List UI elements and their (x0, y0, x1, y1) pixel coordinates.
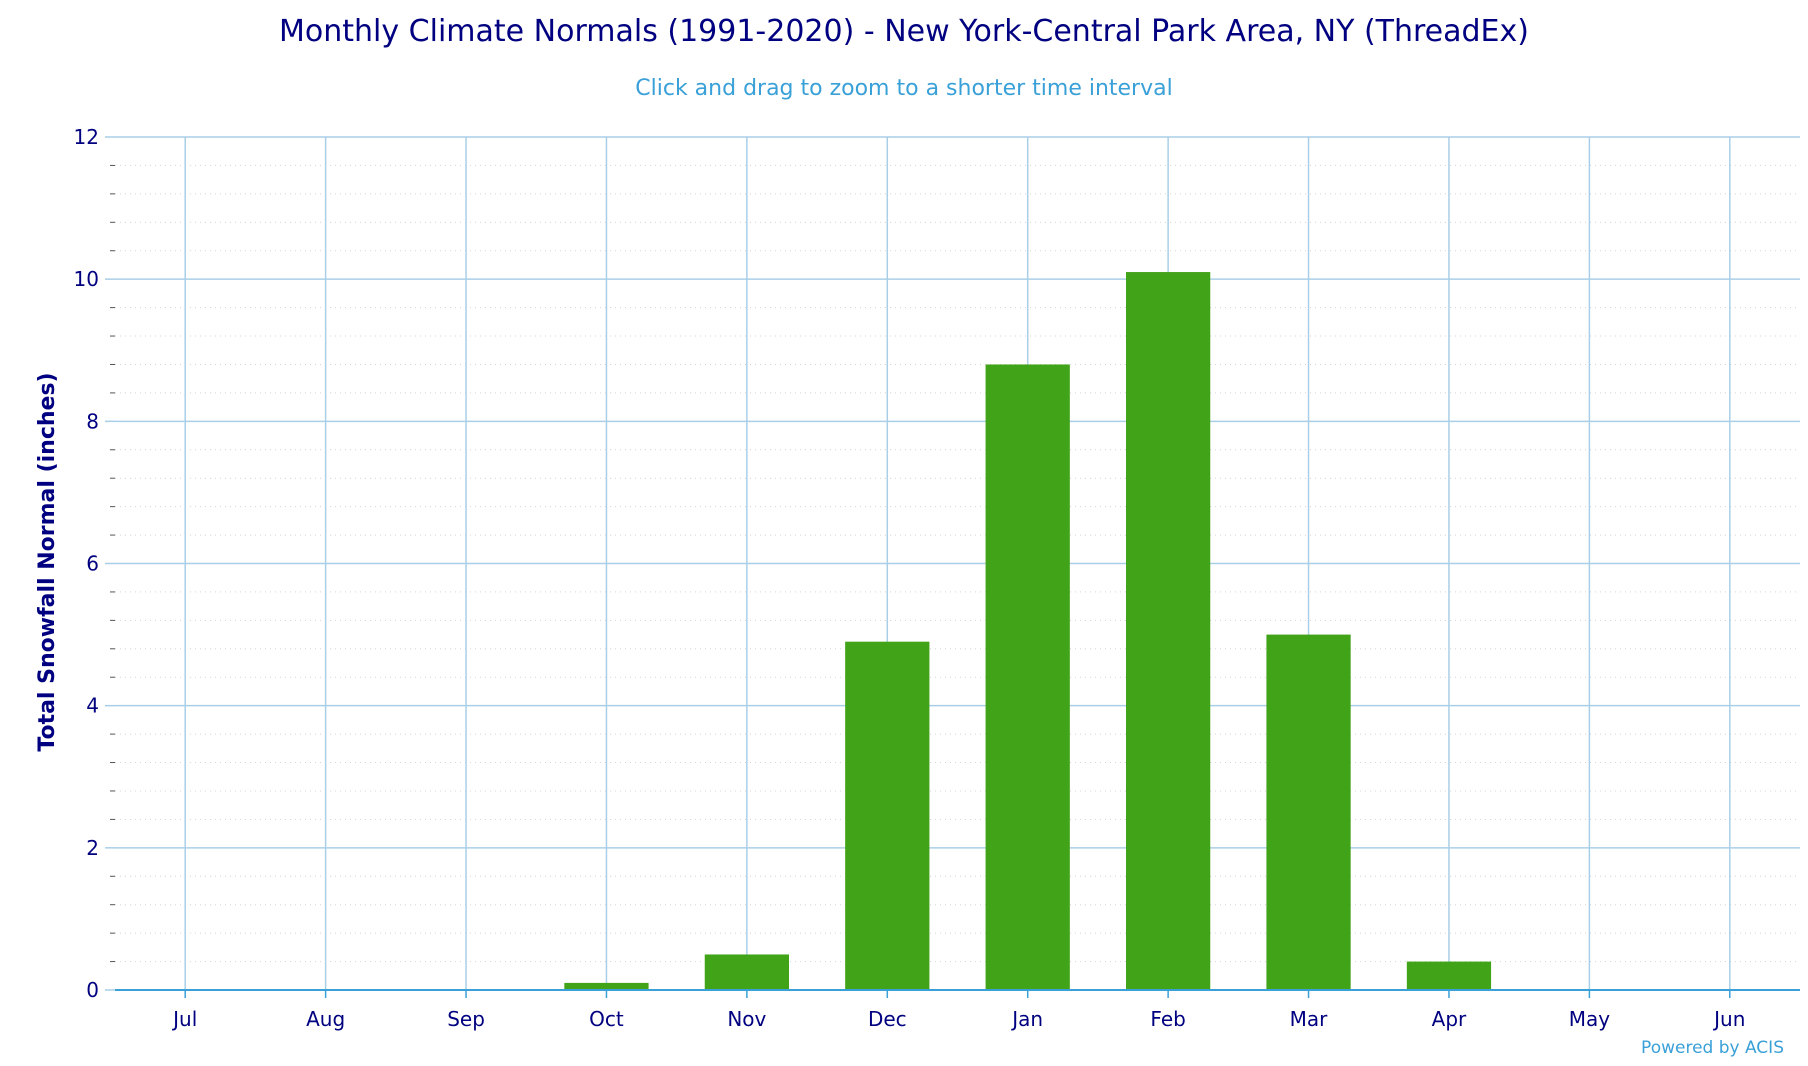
bar-apr[interactable] (1406, 961, 1492, 990)
x-tick-label: Jul (171, 1007, 197, 1031)
y-tick-label: 2 (86, 836, 99, 860)
bar-mar[interactable] (1266, 634, 1351, 990)
y-tick-label: 8 (86, 409, 99, 433)
bar-nov[interactable] (704, 954, 789, 990)
y-tick-label: 10 (74, 267, 99, 291)
grid (115, 136, 1800, 990)
x-tick-label: Jun (1712, 1007, 1745, 1031)
bars (564, 272, 1492, 990)
x-tick-label: Aug (306, 1007, 345, 1031)
chart-subtitle: Click and drag to zoom to a shorter time… (635, 76, 1173, 101)
bar-jan[interactable] (985, 364, 1070, 990)
bar-dec[interactable] (845, 641, 930, 990)
x-tick-label: Nov (727, 1007, 766, 1031)
axes: 0 2 4 6 8 10 12 Jul Aug Sep Oct Nov Dec Jan Feb Mar Apr M… (74, 125, 1800, 1031)
y-tick-label: 4 (86, 694, 99, 718)
y-tick-label: 12 (74, 125, 99, 149)
x-tick-label: Apr (1432, 1007, 1467, 1031)
x-tick-label: Jan (1010, 1007, 1043, 1031)
x-tick-label: May (1569, 1007, 1611, 1031)
y-tick-label: 6 (86, 552, 99, 576)
x-tick-label: Mar (1290, 1007, 1329, 1031)
bar-oct[interactable] (564, 982, 649, 990)
x-tick-label: Feb (1150, 1007, 1185, 1031)
chart-title: Monthly Climate Normals (1991-2020) - Ne… (279, 14, 1529, 49)
powered-by-credit[interactable]: Powered by ACIS (1641, 1038, 1784, 1058)
y-axis-title: Total Snowfall Normal (inches) (35, 372, 60, 751)
bar-feb[interactable] (1126, 272, 1211, 990)
y-tick-label: 0 (86, 978, 99, 1002)
x-tick-label: Dec (868, 1007, 907, 1031)
x-tick-label: Oct (589, 1007, 624, 1031)
x-tick-label: Sep (447, 1007, 485, 1031)
